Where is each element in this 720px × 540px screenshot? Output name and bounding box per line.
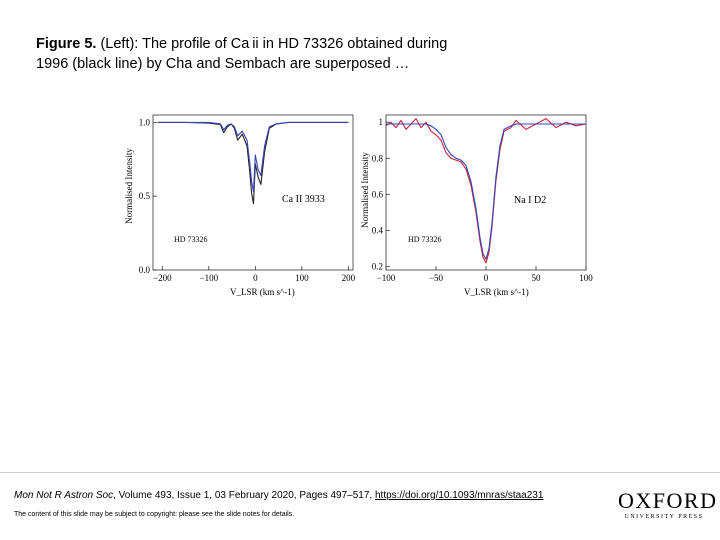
right-ytick-label: 1 xyxy=(379,117,384,127)
left-axis-ticks: −200 −100 0 100 200 0.0 0.5 1.0 xyxy=(139,117,356,283)
left-series-group xyxy=(157,121,349,205)
right-axis-ticks: −100 −50 0 50 100 0.2 0.4 0.6 0.8 1 xyxy=(372,117,594,283)
doi-link[interactable]: https://doi.org/10.1093/mnras/staa231 xyxy=(374,490,544,501)
left-panel: −200 −100 0 100 200 0.0 0.5 1.0 Normalised Inte… xyxy=(118,100,356,297)
journal-name: Mon Not R Astron Soc xyxy=(14,490,114,501)
right-xtick-label: 100 xyxy=(579,273,593,283)
right-series-line-1 xyxy=(385,118,587,264)
right-series-line-2 xyxy=(386,123,586,260)
left-xtick-label: 200 xyxy=(342,273,356,283)
footer-divider xyxy=(0,472,720,473)
right-panel: −100 −50 0 50 100 0.2 0.4 0.6 0.8 1 Normalised In… xyxy=(360,100,608,297)
oxford-logo: OXFORD UNIVERSITY PRESS xyxy=(618,488,718,521)
right-annotation-line: Na I D2 xyxy=(514,195,546,206)
left-plot-frame xyxy=(152,114,354,271)
right-ytick-label: 0.6 xyxy=(372,189,384,199)
left-ytick-label: 1.0 xyxy=(139,117,151,127)
left-ytick-label: 0.5 xyxy=(139,191,151,201)
left-xtick-label: −100 xyxy=(200,273,219,283)
figure-caption: Figure 5. (Left): The profile of Ca ii i… xyxy=(36,34,506,74)
left-annotation-star: HD 73326 xyxy=(174,235,208,244)
left-xtick-label: −200 xyxy=(153,273,172,283)
copyright-notice: The content of this slide may be subject… xyxy=(14,511,295,518)
citation-details: , Volume 493, Issue 1, 03 February 2020,… xyxy=(113,490,375,501)
caption-text-line1: (Left): The profile of Ca ii in HD 73326… xyxy=(96,36,448,52)
right-panel-background xyxy=(365,100,608,280)
right-series-group xyxy=(385,118,587,264)
caption-text-line2: 1996 (black line) by Cha and Sembach are… xyxy=(36,56,410,72)
right-annotation-star: HD 73326 xyxy=(408,235,442,244)
left-xtick-label: 0 xyxy=(253,273,258,283)
figure-panels: −200 −100 0 100 200 0.0 0.5 1.0 Normalised Inte… xyxy=(118,100,608,297)
right-xtick-label: −50 xyxy=(429,273,444,283)
right-ytick-label: 0.8 xyxy=(372,153,384,163)
right-xtick-label: 50 xyxy=(532,273,542,283)
left-annotation-line: Ca II 3933 xyxy=(282,194,325,205)
left-series-line-2 xyxy=(157,121,349,193)
left-ytick-label: 0.0 xyxy=(139,265,151,275)
right-xtick-label: −100 xyxy=(377,273,396,283)
right-ytick-label: 0.2 xyxy=(372,261,383,271)
citation: Mon Not R Astron Soc, Volume 493, Issue … xyxy=(14,490,543,501)
figure-label: Figure 5. xyxy=(36,36,97,52)
logo-wordmark: OXFORD xyxy=(618,488,718,513)
left-ylabel: Normalised Intensity xyxy=(124,148,134,224)
right-xtick-label: 0 xyxy=(484,273,489,283)
right-ylabel: Normalised Intensity xyxy=(360,152,370,228)
logo-subtitle: UNIVERSITY PRESS xyxy=(624,514,704,520)
right-ytick-label: 0.4 xyxy=(372,225,384,235)
left-xtick-label: 100 xyxy=(295,273,309,283)
left-panel-background xyxy=(118,100,348,280)
right-xlabel: V_LSR (km s^-1) xyxy=(464,287,529,297)
left-xlabel: V_LSR (km s^-1) xyxy=(230,287,295,297)
